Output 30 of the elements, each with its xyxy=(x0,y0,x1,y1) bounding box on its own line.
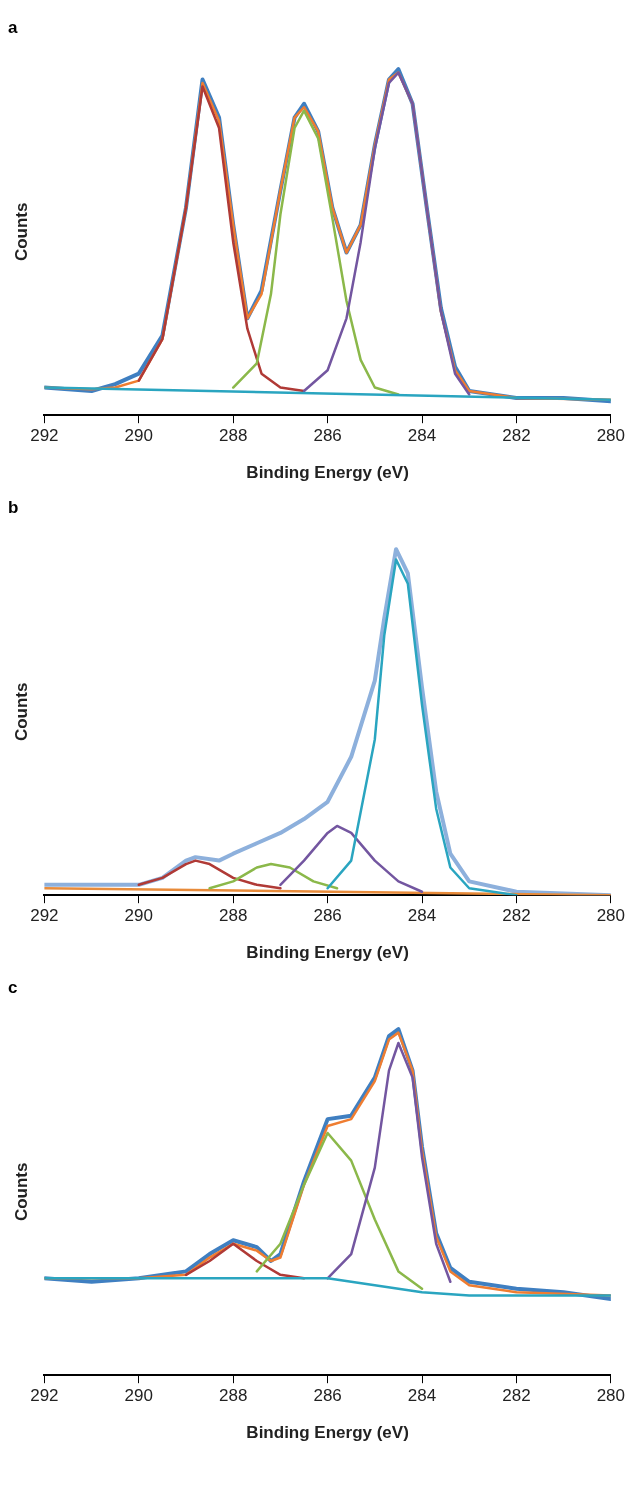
x-tick-label: 286 xyxy=(313,1386,342,1406)
chart-title: a xyxy=(8,17,18,37)
x-tick-label: 292 xyxy=(30,1386,59,1406)
x-tick-label: 282 xyxy=(502,906,531,926)
y-axis-title: Counts xyxy=(11,682,31,742)
x-tick-label: 284 xyxy=(407,426,437,446)
y-axis-title: Counts xyxy=(11,202,31,262)
x-tick-label: 286 xyxy=(313,906,342,926)
x-axis-title: Binding Energy (eV) xyxy=(246,463,409,483)
y-axis-title: Counts xyxy=(11,1162,31,1222)
x-tick-label: 288 xyxy=(219,906,248,926)
x-axis-title: Binding Energy (eV) xyxy=(246,1423,409,1443)
x-tick-label: 280 xyxy=(596,906,626,926)
x-tick-label: 284 xyxy=(407,1386,437,1406)
x-tick-label: 290 xyxy=(124,906,153,926)
x-tick-label: 288 xyxy=(219,426,248,446)
x-tick-label: 290 xyxy=(124,426,153,446)
x-tick-label: 292 xyxy=(30,426,59,446)
x-tick-label: 290 xyxy=(124,1386,153,1406)
x-tick-label: 282 xyxy=(502,426,531,446)
x-tick-label: 282 xyxy=(502,1386,531,1406)
chart-title: c xyxy=(8,977,18,997)
x-tick-label: 280 xyxy=(596,426,626,446)
x-axis-title: Binding Energy (eV) xyxy=(246,943,409,963)
x-tick-label: 280 xyxy=(596,1386,626,1406)
x-tick-label: 292 xyxy=(30,906,59,926)
x-tick-label: 286 xyxy=(313,426,342,446)
x-tick-label: 288 xyxy=(219,1386,248,1406)
chart-title: b xyxy=(8,497,19,517)
x-tick-label: 284 xyxy=(407,906,437,926)
